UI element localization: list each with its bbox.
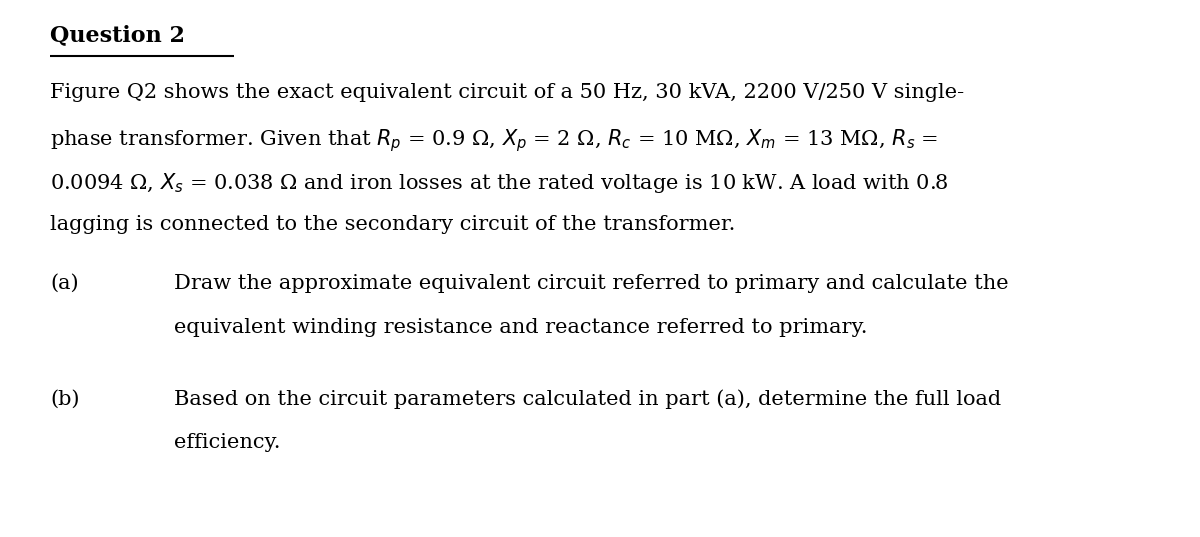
Text: 0.0094 Ω, $X_s$ = 0.038 Ω and iron losses at the rated voltage is 10 kW. A load : 0.0094 Ω, $X_s$ = 0.038 Ω and iron losse… xyxy=(50,171,949,195)
Text: lagging is connected to the secondary circuit of the transformer.: lagging is connected to the secondary ci… xyxy=(50,215,736,234)
Text: Question 2: Question 2 xyxy=(50,24,186,46)
Text: phase transformer. Given that $R_p$ = 0.9 Ω, $X_p$ = 2 Ω, $R_c$ = 10 MΩ, $X_m$ =: phase transformer. Given that $R_p$ = 0.… xyxy=(50,127,938,154)
Text: (b): (b) xyxy=(50,389,80,408)
Text: equivalent winding resistance and reactance referred to primary.: equivalent winding resistance and reacta… xyxy=(174,318,868,337)
Text: Figure Q2 shows the exact equivalent circuit of a 50 Hz, 30 kVA, 2200 V/250 V si: Figure Q2 shows the exact equivalent cir… xyxy=(50,83,965,102)
Text: efficiency.: efficiency. xyxy=(174,433,281,452)
Text: (a): (a) xyxy=(50,274,79,293)
Text: Draw the approximate equivalent circuit referred to primary and calculate the: Draw the approximate equivalent circuit … xyxy=(174,274,1009,293)
Text: Based on the circuit parameters calculated in part (a), determine the full load: Based on the circuit parameters calculat… xyxy=(174,389,1001,409)
